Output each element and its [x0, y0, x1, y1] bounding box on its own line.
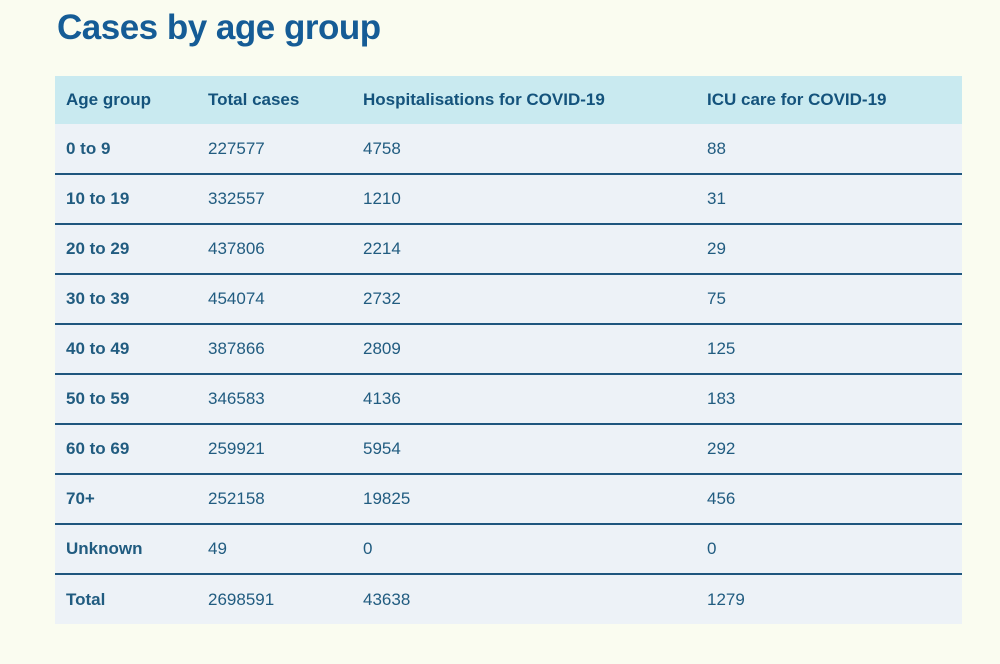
column-header: Hospitalisations for COVID-19: [363, 90, 605, 110]
age-group-cell: 30 to 39: [55, 273, 197, 325]
value-cell: 49: [197, 523, 352, 575]
age-group-cell: 50 to 59: [55, 373, 197, 425]
table-row: Total 2698591 43638 1279: [55, 573, 962, 625]
age-group-cell: 10 to 19: [55, 173, 197, 225]
column-header: Total cases: [208, 90, 300, 110]
age-group-cell: 20 to 29: [55, 223, 197, 275]
table-header-row: Age group Total cases Hospitalisations for…: [55, 76, 962, 125]
table-row: 30 to 39 454074 2732 75: [55, 273, 962, 325]
value-cell: 2214: [352, 223, 696, 275]
value-cell: 227577: [208, 138, 265, 158]
value-cell: 2809: [352, 323, 696, 375]
column-header: ICU care for COVID-19: [707, 90, 887, 110]
value-cell: 1279: [696, 573, 962, 625]
value-cell: 292: [696, 423, 962, 475]
table-row: 0 to 9 227577 4758 88: [55, 124, 962, 175]
value-cell: 19825: [352, 473, 696, 525]
page-title: Cases by age group: [57, 8, 381, 47]
value-cell: 252158: [197, 473, 352, 525]
table-row: 60 to 69 259921 5954 292: [55, 423, 962, 475]
age-group-cell: 60 to 69: [55, 423, 197, 475]
value-cell: 2732: [352, 273, 696, 325]
value-cell: 0: [352, 523, 696, 575]
age-group-cell: 70+: [55, 473, 197, 525]
value-cell: 88: [707, 138, 726, 158]
table-row: Unknown 49 0 0: [55, 523, 962, 575]
value-cell: 387866: [197, 323, 352, 375]
value-cell: 4758: [363, 138, 401, 158]
value-cell: 125: [696, 323, 962, 375]
cases-by-age-table: Age group Total cases Hospitalisations for…: [55, 76, 962, 625]
age-group-cell: Total: [55, 573, 197, 625]
table-row: 10 to 19 332557 1210 31: [55, 173, 962, 225]
column-header: Age group: [66, 90, 151, 110]
value-cell: 332557: [197, 173, 352, 225]
table-row: 70+ 252158 19825 456: [55, 473, 962, 525]
table-row: 50 to 59 346583 4136 183: [55, 373, 962, 425]
table-body: 0 to 9 227577 4758 88 10 to 19 332557 1210 31 20…: [55, 124, 962, 625]
age-group-cell: Unknown: [55, 523, 197, 575]
age-group-cell: 40 to 49: [55, 323, 197, 375]
value-cell: 437806: [197, 223, 352, 275]
value-cell: 346583: [197, 373, 352, 425]
value-cell: 75: [696, 273, 962, 325]
value-cell: 456: [696, 473, 962, 525]
value-cell: 4136: [352, 373, 696, 425]
value-cell: 183: [696, 373, 962, 425]
age-group-cell: 0 to 9: [66, 138, 111, 158]
table-row: 40 to 49 387866 2809 125: [55, 323, 962, 375]
value-cell: 2698591: [197, 573, 352, 625]
value-cell: 29: [696, 223, 962, 275]
value-cell: 454074: [197, 273, 352, 325]
table-row: 20 to 29 437806 2214 29: [55, 223, 962, 275]
value-cell: 43638: [352, 573, 696, 625]
value-cell: 259921: [197, 423, 352, 475]
value-cell: 0: [696, 523, 962, 575]
value-cell: 5954: [352, 423, 696, 475]
value-cell: 1210: [352, 173, 696, 225]
value-cell: 31: [696, 173, 962, 225]
